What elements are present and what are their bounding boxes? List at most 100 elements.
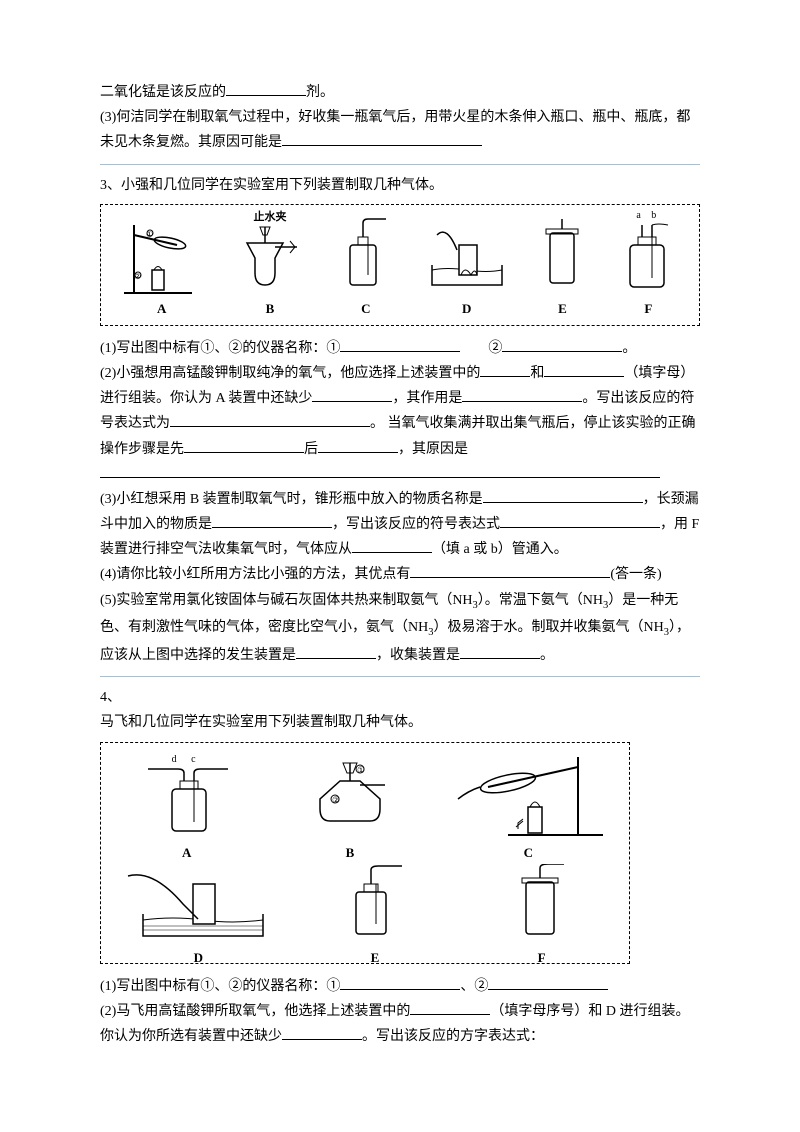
heating-stand-icon xyxy=(448,749,608,839)
text: (5)实验室常用氯化铵固体与碱石灰固体共热来制取氨气（NH xyxy=(100,593,473,608)
text: 和 xyxy=(530,366,544,381)
label-C4: C xyxy=(524,841,533,864)
text: 剂。 xyxy=(306,85,334,100)
blank xyxy=(544,362,624,377)
jar-icon xyxy=(514,864,569,944)
q3-sub3: (3)小红想采用 B 装置制取氧气时，锥形瓶中放入的物质名称是，长颈漏斗中加入的… xyxy=(100,487,700,563)
q3-diagram: ① ② A 止水夹 B xyxy=(100,204,700,326)
text: 后 xyxy=(304,442,318,457)
apparatus-E: E xyxy=(540,215,585,320)
label-F4: F xyxy=(538,946,546,969)
q4-sub2: (2)马飞用高锰酸钾所取氧气，他选择上述装置中的（填字母序号）和 D 进行组装。… xyxy=(100,999,700,1049)
blank xyxy=(488,975,608,990)
text: ）。常温下氨气（NH xyxy=(478,593,603,608)
blank xyxy=(460,644,540,659)
blank xyxy=(340,337,460,352)
text: 。 xyxy=(622,341,636,356)
blank xyxy=(340,975,460,990)
bottle-tube-icon xyxy=(340,864,410,944)
apparatus-A4: d c A xyxy=(112,751,262,864)
text: ，写出该反应的符号表达式 xyxy=(332,517,500,532)
text: (1)写出图中标有①、②的仪器名称：① xyxy=(100,341,340,356)
blank xyxy=(410,1000,490,1015)
apparatus-F4: F xyxy=(467,864,617,969)
label-C: C xyxy=(361,297,370,320)
q3-sub2: (2)小强想用高锰酸钾制取纯净的氧气，他应选择上述装置中的和（填字母）进行组装。… xyxy=(100,361,700,462)
label-B: B xyxy=(266,297,275,320)
q3-sub1: (1)写出图中标有①、②的仪器名称：① ② 。 xyxy=(100,336,700,361)
apparatus-D: D xyxy=(427,215,507,320)
text: ② xyxy=(488,341,502,356)
q4-diagram: d c A ① ② B xyxy=(100,742,630,964)
blank xyxy=(170,412,370,427)
text: (3)小红想采用 B 装置制取氧气时，锥形瓶中放入的物质名称是 xyxy=(100,492,483,507)
label-A4: A xyxy=(182,841,191,864)
svg-text:①: ① xyxy=(357,765,365,775)
blank xyxy=(184,438,304,453)
q3-sub4: (4)请你比较小红所用方法比小强的方法，其优点有(答一条) xyxy=(100,562,700,587)
label-A: A xyxy=(157,297,166,320)
text: ）极易溶于水。制取并收集氨气（NH xyxy=(433,620,663,635)
label-D: D xyxy=(462,297,471,320)
blank xyxy=(282,131,482,146)
apparatus-D4: D xyxy=(113,864,283,969)
q4-sub1: (1)写出图中标有①、②的仪器名称：① 、② xyxy=(100,974,700,999)
text: ，收集装置是 xyxy=(376,648,460,663)
text: (答一条) xyxy=(610,567,661,582)
q3-sub5: (5)实验室常用氯化铵固体与碱石灰固体共热来制取氨气（NH3）。常温下氨气（NH… xyxy=(100,588,700,669)
apparatus-A: ① ② A xyxy=(122,215,202,320)
label-F: F xyxy=(644,297,652,320)
svg-text:①: ① xyxy=(146,230,153,239)
top-line-2: (3)何洁同学在制取氧气过程中，好收集一瓶氧气后，用带火星的木条伸入瓶口、瓶中、… xyxy=(100,105,700,155)
apparatus-C: C xyxy=(338,215,393,320)
text: (2)马飞用高锰酸钾所取氧气，他选择上述装置中的 xyxy=(100,1004,410,1019)
text: (1)写出图中标有①、②的仪器名称：① xyxy=(100,979,340,994)
blank xyxy=(212,513,332,528)
blank xyxy=(502,337,622,352)
flask-funnel-icon: ① ② xyxy=(305,759,395,839)
text: ，其原因是 xyxy=(398,442,468,457)
blank xyxy=(282,1025,362,1040)
label-E4: E xyxy=(371,946,380,969)
apparatus-B4: ① ② B xyxy=(275,759,425,864)
blank xyxy=(462,387,582,402)
blank xyxy=(483,488,643,503)
worksheet-page: 二氧化锰是该反应的 剂。 (3)何洁同学在制取氧气过程中，好收集一瓶氧气后，用带火… xyxy=(0,0,800,1089)
blank xyxy=(410,563,610,578)
apparatus-C4: C xyxy=(438,749,618,864)
q3-intro: 3、小强和几位同学在实验室用下列装置制取几种气体。 xyxy=(100,173,700,198)
text: 、② xyxy=(460,979,488,994)
text: （填 a 或 b）管通入。 xyxy=(432,542,568,557)
text: (2)小强想用高锰酸钾制 xyxy=(100,366,242,381)
section-divider xyxy=(100,676,700,677)
q4-intro: 马飞和几位同学在实验室用下列装置制取几种气体。 xyxy=(100,710,700,735)
apparatus-E4: E xyxy=(300,864,450,969)
text: 二氧化锰是该反应的 xyxy=(100,85,226,100)
svg-text:②: ② xyxy=(134,272,141,281)
section-divider xyxy=(100,164,700,165)
text: 。 xyxy=(540,648,554,663)
bottle-tube-icon xyxy=(338,215,393,295)
top-line-1: 二氧化锰是该反应的 剂。 xyxy=(100,80,700,105)
blank xyxy=(500,513,660,528)
blank xyxy=(318,438,398,453)
text: 取纯净的氧气，他应选择上述装置中的 xyxy=(242,366,480,381)
blank-line xyxy=(100,463,660,478)
blank xyxy=(480,362,530,377)
q4-num: 4、 xyxy=(100,685,700,710)
label-B4: B xyxy=(346,841,355,864)
label-D4: D xyxy=(194,946,203,969)
blank xyxy=(296,644,376,659)
two-tube-bottle-icon xyxy=(142,767,232,839)
blank xyxy=(352,538,432,553)
jar-icon xyxy=(540,215,585,295)
blank xyxy=(226,81,306,96)
label-E: E xyxy=(558,297,567,320)
flask-funnel-icon xyxy=(235,223,305,295)
blank xyxy=(312,387,392,402)
text: ，其作用是 xyxy=(392,391,462,406)
apparatus-B: 止水夹 B xyxy=(235,208,305,321)
svg-text:②: ② xyxy=(332,795,340,805)
two-tube-bottle-icon xyxy=(618,223,678,295)
water-trough-icon xyxy=(123,864,273,944)
